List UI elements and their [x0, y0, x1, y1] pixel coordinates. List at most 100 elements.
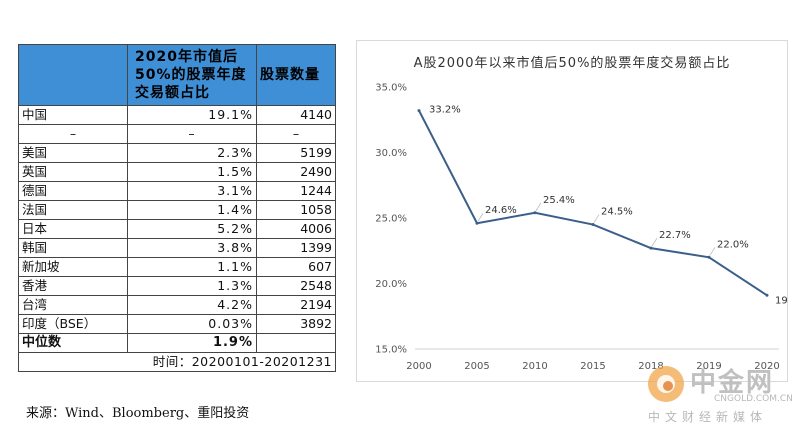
- row-pct: 3.1%: [127, 181, 257, 201]
- row-count: 607: [256, 257, 336, 277]
- x-tick-label: 2015: [580, 361, 605, 372]
- table-header-row: 2020年市值后 50%的股票年度 交易额占比 股票数量: [18, 44, 336, 106]
- y-tick-label: 15.0%: [375, 345, 407, 356]
- row-count: 2548: [256, 276, 336, 296]
- x-axis: 2000 2005 2010 2015 2018 2019 2020: [406, 348, 780, 372]
- row-pct: 5.2%: [127, 219, 257, 239]
- data-point: [707, 255, 711, 259]
- row-count: 4140: [256, 105, 336, 125]
- row-pct: 4.2%: [127, 295, 257, 315]
- x-tick-label: 2005: [464, 361, 489, 372]
- table-row: 日本 5.2% 4006: [18, 219, 336, 239]
- header-pct-line3: 交易额占比: [135, 85, 210, 101]
- median-pct: 1.9%: [127, 333, 257, 353]
- row-pct: 1.4%: [127, 200, 257, 220]
- data-label: 24.6%: [485, 205, 517, 216]
- x-tick-label: 2019: [696, 361, 721, 372]
- row-count: 2194: [256, 295, 336, 315]
- row-country: 台湾: [18, 295, 128, 315]
- note-row: 时间：20200101-20201231: [18, 352, 336, 372]
- row-country: –: [18, 124, 128, 144]
- data-point: [533, 211, 537, 215]
- label-leader-line: [535, 202, 542, 211]
- country-table: 2020年市值后 50%的股票年度 交易额占比 股票数量 中国 19.1% 4140…: [18, 44, 336, 372]
- y-tick-label: 35.0%: [375, 83, 407, 94]
- data-label: 24.5%: [601, 207, 633, 218]
- row-country: 印度（BSE）: [18, 314, 128, 334]
- line-chart: A股2000年以来市值后50%的股票年度交易额占比 15.0% 20.0% 25.0…: [375, 55, 787, 372]
- x-tick-label: 2000: [406, 361, 431, 372]
- y-tick-label: 25.0%: [375, 214, 407, 225]
- row-count: 1244: [256, 181, 336, 201]
- data-point: [475, 221, 479, 225]
- header-pct: 2020年市值后 50%的股票年度 交易额占比: [127, 44, 257, 106]
- cngold-logo: 中金网 CNGOLD.COM.CN 中文财经新媒体: [640, 360, 800, 432]
- data-label: 22.7%: [659, 230, 691, 241]
- row-country: 英国: [18, 162, 128, 182]
- table-body: 中国 19.1% 4140 – – – 美国 2.3% 5199 英国 1.5% 2490 德国…: [18, 105, 336, 372]
- row-country: 日本: [18, 219, 128, 239]
- label-leader-line: [709, 247, 716, 256]
- data-label: 22.0%: [717, 239, 749, 250]
- row-country: 美国: [18, 143, 128, 163]
- line-chart-panel: A股2000年以来市值后50%的股票年度交易额占比 15.0% 20.0% 25.0…: [356, 40, 788, 382]
- row-count: –: [256, 124, 336, 144]
- row-count: 2490: [256, 162, 336, 182]
- data-point: [417, 109, 421, 113]
- y-tick-label: 20.0%: [375, 279, 407, 290]
- logo-url: CNGOLD.COM.CN: [714, 394, 793, 404]
- data-point: [591, 223, 595, 227]
- logo-mark-icon: [648, 366, 684, 402]
- data-point: [649, 246, 653, 250]
- logo-name: 中金网: [690, 368, 775, 398]
- table-row: 台湾 4.2% 2194: [18, 295, 336, 315]
- data-point: [765, 293, 769, 297]
- header-pct-line1: 2020年市值后: [135, 49, 238, 65]
- table-row: 韩国 3.8% 1399: [18, 238, 336, 258]
- data-label: 33.2%: [429, 105, 461, 116]
- table-row: 印度（BSE） 0.03% 3892: [18, 314, 336, 334]
- table-row: 德国 3.1% 1244: [18, 181, 336, 201]
- table-row: – – –: [18, 124, 336, 144]
- logo-tagline: 中文财经新媒体: [648, 410, 768, 424]
- time-range-note: 时间：20200101-20201231: [18, 352, 336, 372]
- row-country: 德国: [18, 181, 128, 201]
- label-leader-line: [477, 213, 484, 222]
- data-label: 25.4%: [543, 195, 575, 206]
- label-leader-line: [593, 214, 600, 223]
- x-tick-label: 2010: [522, 361, 547, 372]
- x-tick-label: 2018: [638, 361, 663, 372]
- median-row: 中位数 1.9%: [18, 333, 336, 353]
- x-tick-label: 2020: [754, 361, 779, 372]
- header-count: 股票数量: [256, 44, 336, 106]
- y-tick-label: 30.0%: [375, 148, 407, 159]
- median-count: [256, 333, 336, 353]
- label-leader-line: [651, 237, 658, 247]
- median-label: 中位数: [18, 333, 128, 353]
- row-country: 韩国: [18, 238, 128, 258]
- row-pct: 1.1%: [127, 257, 257, 277]
- header-pct-line2: 50%的股票年度: [135, 67, 247, 83]
- row-count: 5199: [256, 143, 336, 163]
- data-label: 19.1%: [775, 295, 787, 306]
- table-row: 中国 19.1% 4140: [18, 105, 336, 125]
- row-country: 香港: [18, 276, 128, 296]
- table-row: 法国 1.4% 1058: [18, 200, 336, 220]
- row-pct: 1.3%: [127, 276, 257, 296]
- row-pct: 1.5%: [127, 162, 257, 182]
- header-country: [18, 44, 128, 106]
- table-row: 香港 1.3% 2548: [18, 276, 336, 296]
- row-country: 新加坡: [18, 257, 128, 277]
- source-note: 来源：Wind、Bloomberg、重阳投资: [26, 406, 250, 421]
- table-row: 新加坡 1.1% 607: [18, 257, 336, 277]
- row-country: 法国: [18, 200, 128, 220]
- y-axis: 15.0% 20.0% 25.0% 30.0% 35.0%: [375, 83, 407, 356]
- chart-title: A股2000年以来市值后50%的股票年度交易额占比: [414, 55, 731, 71]
- series-line: [418, 110, 768, 297]
- row-count: 4006: [256, 219, 336, 239]
- row-pct: 19.1%: [127, 105, 257, 125]
- table-row: 英国 1.5% 2490: [18, 162, 336, 182]
- row-pct: 2.3%: [127, 143, 257, 163]
- row-pct: 3.8%: [127, 238, 257, 258]
- table-row: 美国 2.3% 5199: [18, 143, 336, 163]
